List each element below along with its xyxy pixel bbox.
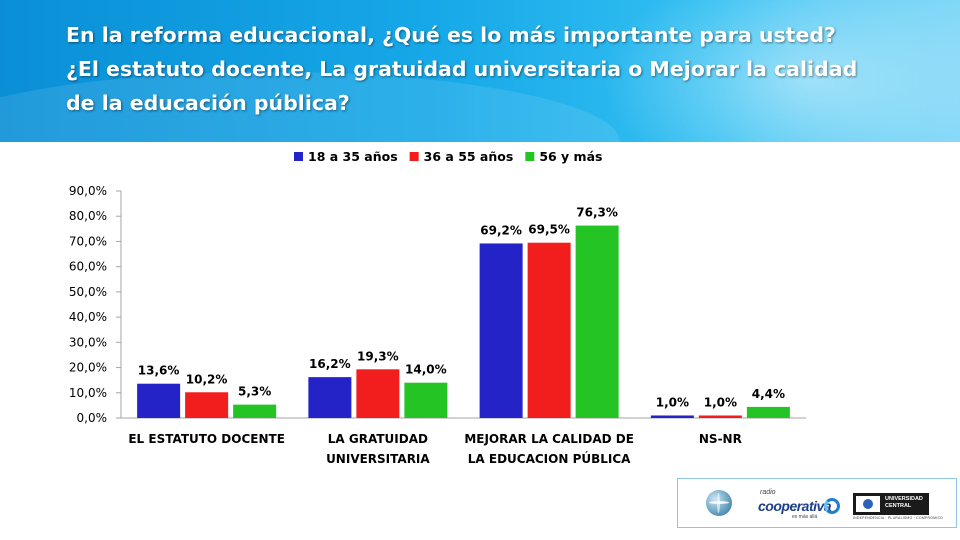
y-tick-label: 20,0% (69, 361, 107, 375)
bar (185, 392, 229, 418)
y-tick-label: 40,0% (69, 310, 107, 324)
legend-label: 36 a 55 años (424, 149, 514, 164)
category-label: EL ESTATUTO DOCENTE (128, 432, 285, 446)
data-label: 1,0% (656, 395, 689, 409)
data-label: 14,0% (405, 363, 447, 377)
bar (479, 243, 523, 418)
globe-logo-icon (706, 490, 732, 516)
cooperativa-name: cooperativa (758, 498, 832, 514)
bar (404, 382, 448, 418)
category-label: LA GRATUIDAD (328, 432, 428, 446)
data-label: 76,3% (576, 206, 618, 220)
university-name-line: UNIVERSIDAD (885, 496, 923, 502)
data-label: 19,3% (357, 349, 399, 363)
university-emblem-icon (856, 496, 880, 512)
y-tick-label: 30,0% (69, 335, 107, 349)
university-tagline: INDEPENDENCIA · PLURALISMO · COMPROMISO (853, 516, 943, 520)
page-title: En la reforma educacional, ¿Qué es lo má… (66, 18, 858, 120)
bar (746, 406, 790, 418)
universidad-central-logo: UNIVERSIDAD CENTRAL (853, 493, 929, 515)
data-label: 69,5% (528, 223, 570, 237)
university-name-line: CENTRAL (885, 503, 912, 509)
category-label: LA EDUCACION PÚBLICA (468, 451, 631, 466)
cooperativa-swirl-icon (824, 498, 840, 514)
legend-swatch (409, 152, 419, 161)
category-label: NS-NR (699, 432, 742, 446)
bar (233, 404, 277, 418)
banner-glow (600, 0, 960, 142)
legend-swatch (294, 152, 303, 161)
title-line: de la educación pública? (66, 91, 350, 115)
y-tick-label: 0,0% (77, 411, 108, 425)
data-label: 69,2% (480, 223, 522, 237)
bar (356, 369, 400, 418)
university-name: UNIVERSIDAD CENTRAL (885, 496, 923, 510)
y-tick-label: 10,0% (69, 386, 107, 400)
legend-label: 18 a 35 años (308, 149, 398, 164)
sponsor-logos: radio cooperativa es más allá UNIVERSIDA… (677, 478, 957, 528)
data-label: 13,6% (138, 364, 180, 378)
title-banner: En la reforma educacional, ¿Qué es lo má… (0, 0, 960, 142)
bar (650, 415, 694, 418)
title-line: En la reforma educacional, ¿Qué es lo má… (66, 23, 836, 47)
y-tick-label: 60,0% (69, 260, 107, 274)
y-tick-label: 70,0% (69, 234, 107, 248)
legend-label: 56 y más (539, 149, 602, 164)
bar (308, 377, 352, 418)
data-label: 5,3% (238, 385, 271, 399)
title-line: ¿El estatuto docente, La gratuidad unive… (66, 57, 858, 81)
cooperativa-prefix: radio (760, 489, 776, 496)
data-label: 4,4% (752, 387, 785, 401)
bar (527, 242, 571, 418)
y-tick-label: 80,0% (69, 209, 107, 223)
legend-swatch (525, 152, 535, 161)
category-label: MEJORAR LA CALIDAD DE (464, 432, 634, 446)
data-label: 10,2% (186, 372, 228, 386)
data-label: 16,2% (309, 357, 351, 371)
bar-chart: 0,0% 10,0% 20,0% 30,0% 40,0% 50,0% 60,0% 70,0% 8… (69, 149, 806, 466)
data-label: 1,0% (704, 395, 737, 409)
y-tick-label: 90,0% (69, 184, 107, 198)
category-label: UNIVERSITARIA (326, 452, 430, 466)
bar (137, 383, 181, 418)
bar (575, 225, 619, 418)
y-tick-label: 50,0% (69, 285, 107, 299)
bar (698, 415, 742, 418)
cooperativa-tagline: es más allá (792, 514, 818, 520)
cooperativa-logo: radio cooperativa es más allá (758, 487, 846, 521)
